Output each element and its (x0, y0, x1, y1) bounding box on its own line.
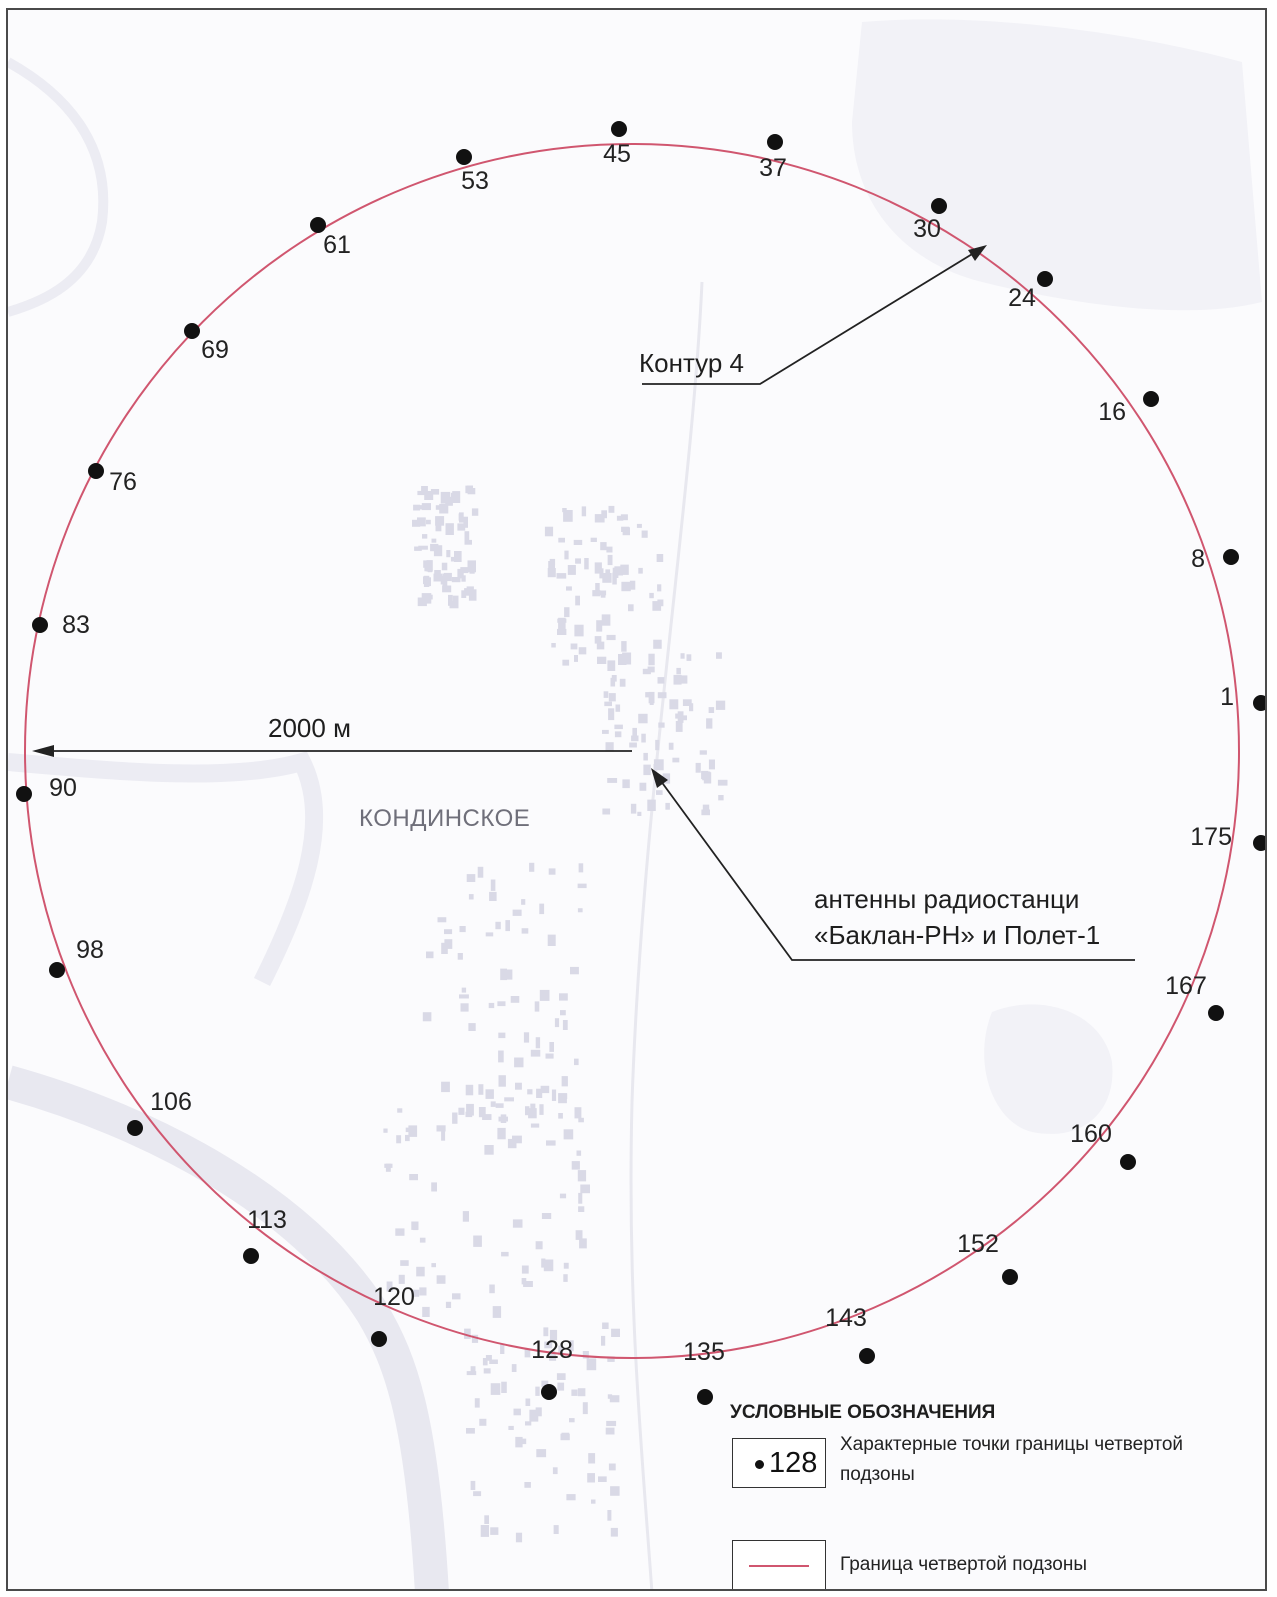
boundary-point-120[interactable] (371, 1331, 387, 1347)
boundary-point-label-45: 45 (603, 140, 631, 168)
boundary-point-90[interactable] (16, 786, 32, 802)
boundary-point-label-76: 76 (109, 468, 137, 496)
boundary-point-37[interactable] (767, 134, 783, 150)
boundary-point-175[interactable] (1253, 835, 1267, 851)
boundary-point-label-167: 167 (1165, 972, 1207, 1000)
boundary-point-label-24: 24 (1008, 284, 1036, 312)
legend-point-symbol: 128 (732, 1438, 826, 1488)
boundary-point-167[interactable] (1208, 1005, 1224, 1021)
river-west-bank (8, 751, 324, 987)
boundary-point-label-160: 160 (1070, 1120, 1112, 1148)
boundary-point-135[interactable] (697, 1389, 713, 1405)
radius-label: 2000 м (268, 713, 351, 743)
boundary-point-label-120: 120 (373, 1283, 415, 1311)
boundary-point-label-61: 61 (323, 231, 351, 259)
boundary-point-8[interactable] (1223, 549, 1239, 565)
boundary-point-98[interactable] (49, 962, 65, 978)
road-central (629, 281, 704, 1589)
boundary-point-76[interactable] (88, 463, 104, 479)
boundary-point-128[interactable] (541, 1384, 557, 1400)
boundary-point-106[interactable] (127, 1120, 143, 1136)
boundary-point-label-1: 1 (1220, 683, 1234, 711)
legend-title: УСЛОВНЫЕ ОБОЗНАЧЕНИЯ (730, 1402, 996, 1423)
boundary-point-label-113: 113 (247, 1206, 287, 1234)
boundary-point-45[interactable] (611, 121, 627, 137)
boundary-point-label-98: 98 (76, 936, 104, 964)
base-map-background (8, 19, 1262, 1589)
boundary-point-label-37: 37 (759, 154, 787, 182)
settlement-buildings (383, 485, 728, 1543)
antenna-label-line2: «Баклан-РН» и Полет-1 (814, 920, 1100, 950)
boundary-point-160[interactable] (1120, 1154, 1136, 1170)
boundary-point-69[interactable] (184, 323, 200, 339)
boundary-point-label-135: 135 (683, 1338, 725, 1366)
radius-arrow (32, 745, 632, 757)
antenna-leader-arrow (651, 768, 1135, 961)
boundary-point-143[interactable] (859, 1348, 875, 1364)
legend-point-dot (755, 1460, 764, 1469)
legend-line-symbol (732, 1540, 826, 1589)
contour-leader-arrow (642, 245, 987, 385)
boundary-point-24[interactable] (1037, 271, 1053, 287)
legend: УСЛОВНЫЕ ОБОЗНАЧЕНИЯ 128 Характерные точ… (720, 1402, 1265, 1589)
boundary-point-61[interactable] (310, 217, 326, 233)
boundary-point-label-106: 106 (150, 1088, 192, 1116)
boundary-point-label-152: 152 (957, 1230, 999, 1258)
boundary-point-label-53: 53 (461, 167, 489, 195)
boundary-point-152[interactable] (1002, 1269, 1018, 1285)
boundary-point-label-175: 175 (1190, 823, 1232, 851)
boundary-point-label-143: 143 (825, 1304, 867, 1332)
boundary-point-30[interactable] (931, 198, 947, 214)
river-left (8, 1065, 449, 1589)
legend-line-text: Граница четвертой подзоны (840, 1554, 1088, 1575)
lake-right (984, 1004, 1113, 1134)
boundary-point-label-30: 30 (913, 215, 941, 243)
boundary-point-1[interactable] (1253, 695, 1267, 711)
boundary-point-label-83: 83 (62, 611, 90, 639)
map-frame: 2000 м Контур 4 антенны радиостанци «Бак… (6, 8, 1267, 1591)
boundary-point-53[interactable] (456, 149, 472, 165)
boundary-point-83[interactable] (32, 617, 48, 633)
boundary-point-label-8: 8 (1191, 545, 1205, 573)
river-top-left (8, 57, 109, 317)
contour-label: Контур 4 (639, 348, 744, 378)
boundary-point-label-16: 16 (1098, 398, 1126, 426)
antenna-label-line1: антенны радиостанци (814, 884, 1079, 914)
legend-point-text: Характерные точки границы четвертой подз… (840, 1434, 1184, 1485)
legend-point-number: 128 (769, 1447, 818, 1479)
boundary-point-label-128: 128 (531, 1336, 573, 1364)
boundary-point-label-90: 90 (49, 774, 77, 802)
lake-top-right (852, 19, 1262, 311)
boundary-points: 1 8 16 24 30 37 45 53 61 69 76 83 90 98 106 113 120 128 13… (16, 121, 1267, 1405)
fourth-subzone-boundary[interactable] (24, 143, 1240, 1359)
legend-line-sample (749, 1565, 809, 1567)
town-label: КОНДИНСКОЕ (359, 805, 530, 832)
map-canvas[interactable]: 2000 м Контур 4 антенны радиостанци «Бак… (8, 10, 1267, 1591)
boundary-point-113[interactable] (243, 1248, 259, 1264)
boundary-point-16[interactable] (1143, 391, 1159, 407)
boundary-point-label-69: 69 (201, 336, 229, 364)
